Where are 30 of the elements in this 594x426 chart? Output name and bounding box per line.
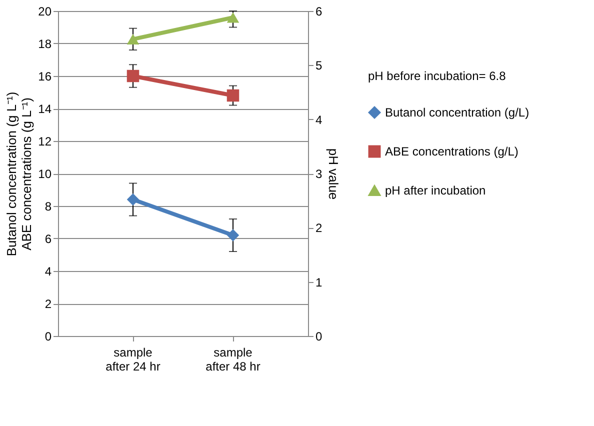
y2-tick-label: 4 bbox=[316, 112, 322, 127]
point bbox=[126, 70, 140, 82]
y-tick-label: 20 bbox=[38, 4, 52, 18]
x-tick-label: sample after 24 hr bbox=[106, 346, 160, 374]
y-tick-label: 4 bbox=[44, 264, 52, 278]
point bbox=[226, 229, 240, 242]
y2-tick-label: 6 bbox=[316, 4, 322, 18]
y-tick-label: 18 bbox=[38, 37, 52, 51]
y-tick-label: 6 bbox=[44, 232, 52, 246]
y-tick-label: 12 bbox=[38, 134, 52, 148]
legend-label: Butanol concentration (g/L) bbox=[385, 106, 530, 120]
y2-axis-title: pH value bbox=[326, 148, 342, 200]
legend-label: pH after incubation bbox=[385, 184, 486, 198]
y-tick-label: 16 bbox=[38, 70, 52, 84]
legend-label: ABE concentrations (g/L) bbox=[385, 144, 518, 158]
y2-tick-label: 5 bbox=[316, 58, 322, 73]
y-tick-label: 0 bbox=[44, 330, 52, 344]
y2-tick-label: 1 bbox=[316, 275, 322, 290]
y-tick-label: 8 bbox=[44, 200, 52, 214]
text: pH before incubation= 6.8 bbox=[368, 69, 506, 83]
point bbox=[226, 89, 240, 102]
y-axis-title: Butanol concentration (g L⁻¹) ABE concentrations (g L⁻¹) bbox=[4, 92, 34, 256]
y2-tick-label: 3 bbox=[316, 167, 322, 181]
y-tick-label: 10 bbox=[38, 167, 52, 181]
x-tick-label: sample after 48 hr bbox=[206, 346, 260, 374]
y-tick-label: 2 bbox=[44, 297, 52, 311]
point bbox=[126, 193, 140, 206]
y-tick-label: 14 bbox=[38, 102, 52, 116]
y2-tick-label: 0 bbox=[316, 330, 322, 344]
y2-tick-label: 2 bbox=[316, 221, 322, 236]
